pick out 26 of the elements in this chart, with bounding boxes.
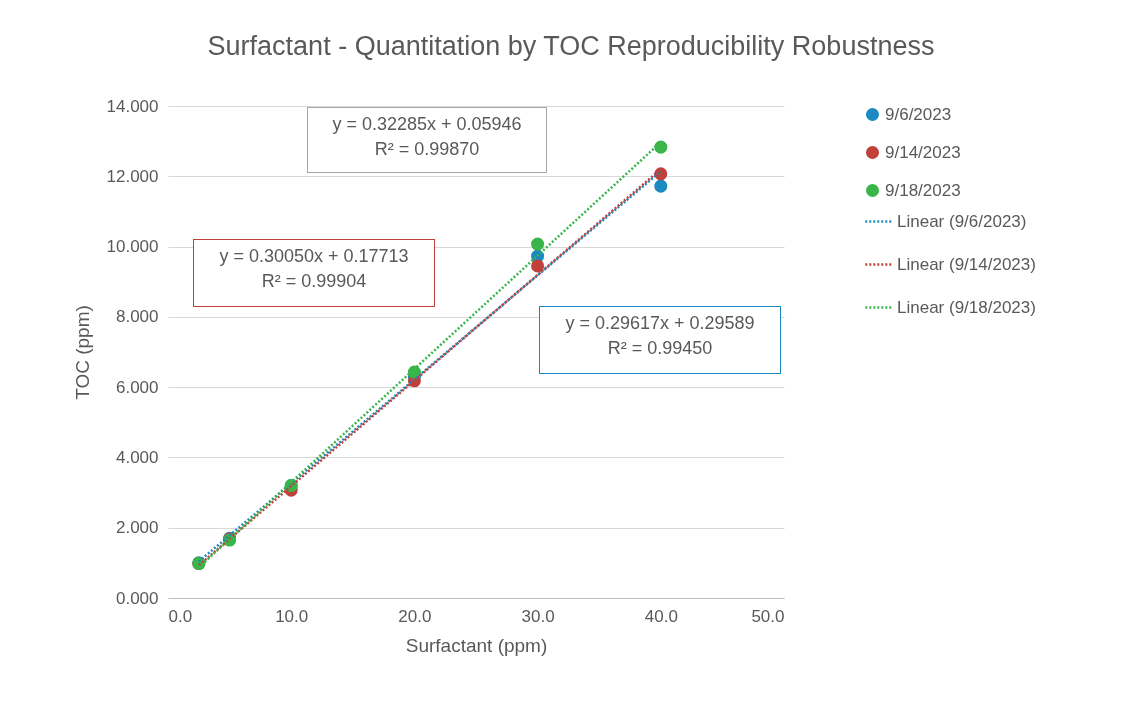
y-tick-label: 8.000 (115, 307, 159, 327)
y-axis-title: TOC (ppm) (71, 305, 93, 400)
y-tick-label: 10.000 (106, 237, 159, 257)
legend-label: 9/18/2023 (885, 180, 961, 200)
annotation: y = 0.30050x + 0.17713 R² = 0.99904 (193, 239, 435, 307)
y-tick-label: 2.000 (115, 518, 159, 538)
chart-title: Surfactant - Quantitation by TOC Reproducibility Robustness (207, 31, 935, 61)
y-tick-label: 4.000 (115, 447, 159, 467)
legend-label: Linear (9/14/2023) (897, 254, 1036, 274)
x-tick-label: 30.0 (521, 606, 555, 626)
legend-label: 9/14/2023 (885, 142, 961, 162)
legend-label: 9/6/2023 (885, 104, 952, 124)
legend-label: Linear (9/6/2023) (897, 211, 1027, 231)
y-tick-label: 6.000 (115, 377, 159, 397)
x-axis-title: Surfactant (ppm) (405, 634, 548, 656)
y-tick-label: 0.000 (115, 588, 159, 608)
x-tick-label: 40.0 (644, 606, 678, 626)
y-tick-label: 12.000 (106, 166, 159, 186)
x-tick-label: 20.0 (398, 606, 432, 626)
y-tick-label: 14.000 (106, 96, 159, 116)
x-tick-label: 0.0 (168, 606, 193, 626)
legend-label: Linear (9/18/2023) (897, 297, 1036, 317)
x-tick-label: 10.0 (275, 606, 309, 626)
annotation: y = 0.32285x + 0.05946 R² = 0.99870 (307, 107, 547, 173)
x-tick-label: 50.0 (751, 606, 785, 626)
annotation: y = 0.29617x + 0.29589 R² = 0.99450 (539, 306, 781, 374)
